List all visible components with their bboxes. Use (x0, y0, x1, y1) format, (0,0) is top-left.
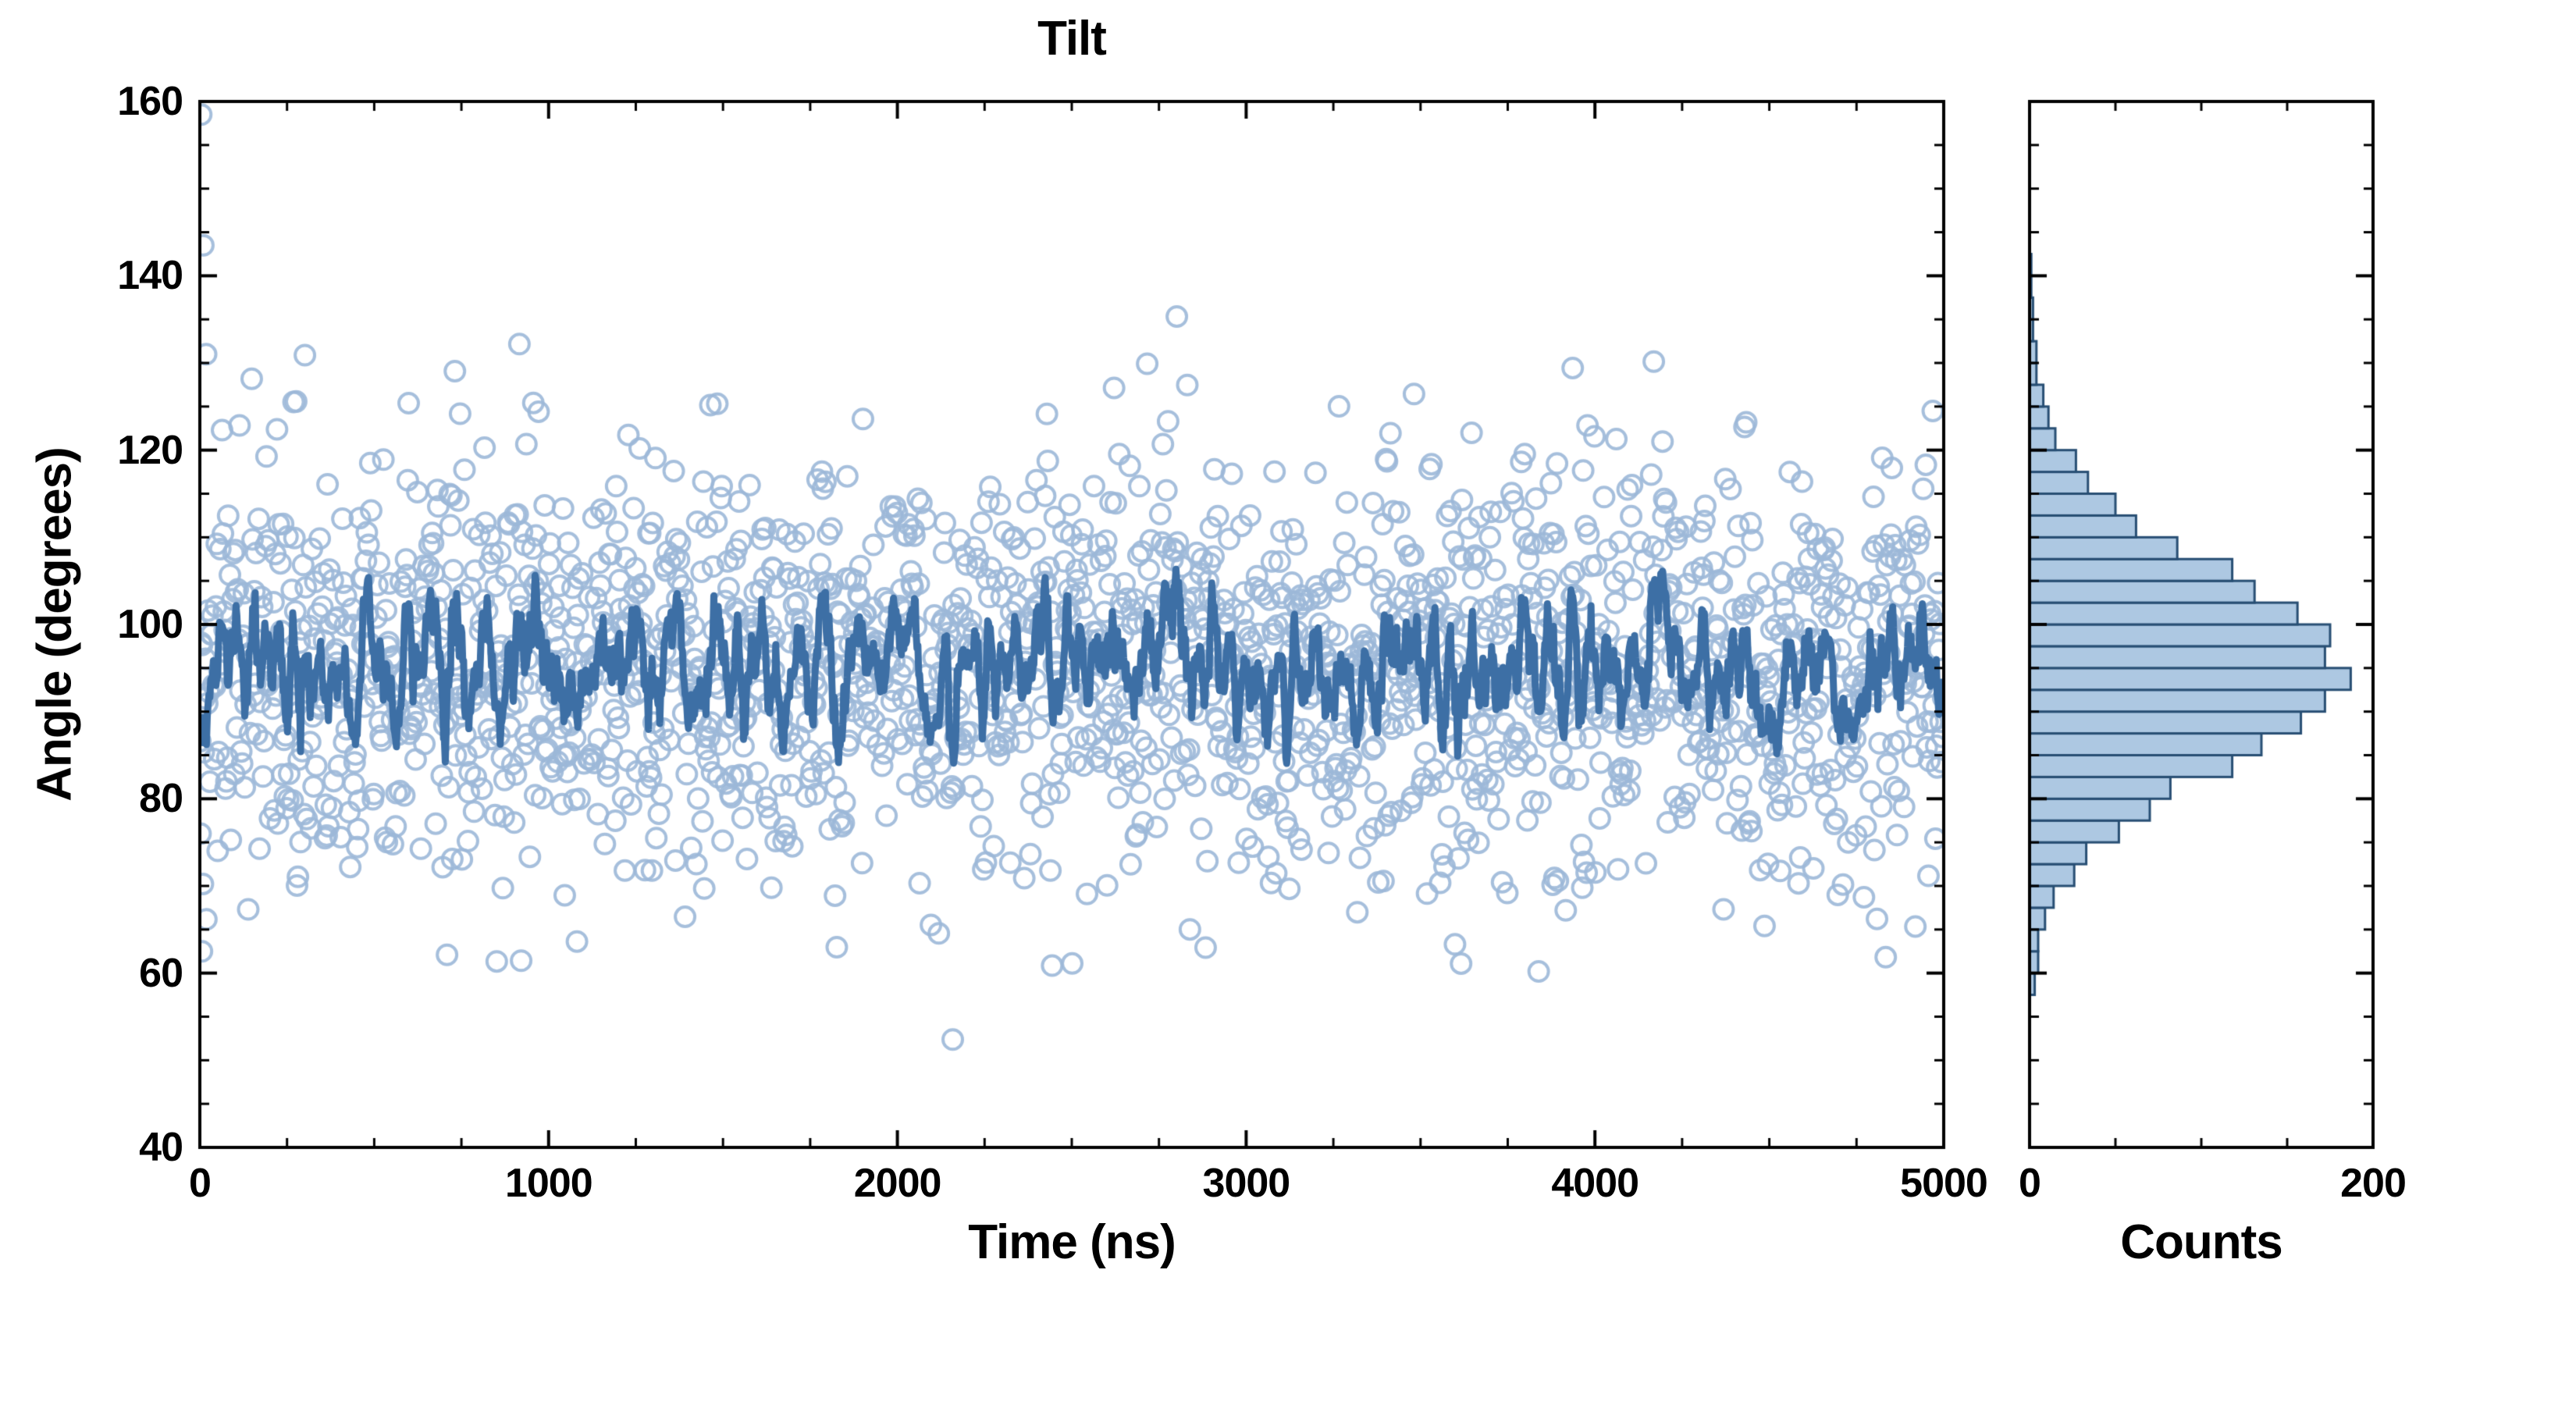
x-axis-label-counts: Counts (2120, 1215, 2283, 1269)
x-tick-label: 3000 (1202, 1161, 1291, 1206)
x-tick-label: 2000 (853, 1161, 942, 1206)
chart-title: Tilt (1037, 12, 1107, 66)
y-axis-label: Angle (degrees) (27, 447, 82, 802)
x-tick-label: 0 (189, 1161, 212, 1206)
y-tick-label: 60 (139, 950, 183, 996)
y-tick-label: 80 (139, 776, 183, 822)
y-tick-label: 100 (117, 602, 183, 647)
x-tick-label: 4000 (1551, 1161, 1639, 1206)
y-tick-label: 140 (117, 253, 183, 299)
hist-x-tick-label: 0 (2019, 1161, 2041, 1206)
y-tick-label: 160 (117, 79, 183, 124)
x-tick-label: 5000 (1900, 1161, 1988, 1206)
hist-x-tick-label: 200 (2340, 1161, 2407, 1206)
y-tick-label: 40 (139, 1125, 183, 1170)
y-tick-label: 120 (117, 427, 183, 473)
x-axis-label-time: Time (ns) (968, 1215, 1176, 1269)
x-tick-label: 1000 (504, 1161, 593, 1206)
